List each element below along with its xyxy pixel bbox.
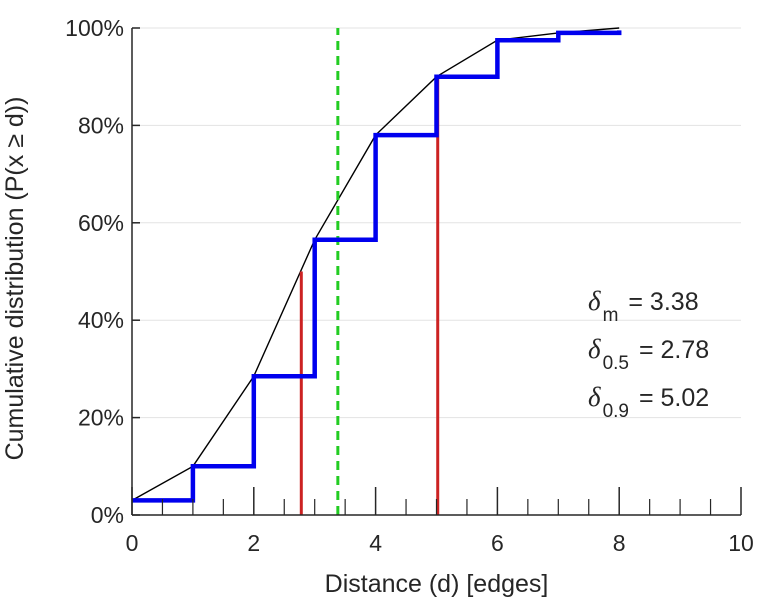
annot-value: = 3.38 bbox=[628, 288, 698, 316]
y-axis-label: Cumulative distribution (P(x ≥ d)) bbox=[1, 97, 29, 461]
y-tick-label: 0% bbox=[91, 502, 124, 528]
x-tick-label: 8 bbox=[613, 530, 626, 556]
annot-value: = 5.02 bbox=[639, 384, 709, 412]
y-tick-label: 80% bbox=[78, 112, 124, 138]
series-interpolated-cdf bbox=[131, 27, 620, 502]
annot-symbol: δ bbox=[588, 382, 601, 412]
statistics-annotations: δ m = 3.38δ 0.5 = 2.78δ 0.9 = 5.02 bbox=[588, 286, 709, 422]
annot-value: = 2.78 bbox=[639, 336, 709, 364]
annot-median: δ 0.5 = 2.78 bbox=[588, 334, 709, 374]
annot-mean: δ m = 3.38 bbox=[588, 286, 699, 326]
series-empirical-cdf-step bbox=[132, 30, 622, 503]
x-tick-label: 4 bbox=[369, 530, 382, 556]
label-layer: 0% 20% 40% 60% 80% 100% 0 2 4 6 8 10 bbox=[65, 15, 754, 556]
x-tick-label: 2 bbox=[247, 530, 260, 556]
y-tick-label: 100% bbox=[65, 15, 124, 41]
annot-p90: δ 0.9 = 5.02 bbox=[588, 382, 709, 422]
annot-subscript: 0.5 bbox=[603, 353, 629, 374]
annot-subscript: m bbox=[603, 305, 619, 326]
x-tick-label: 6 bbox=[491, 530, 504, 556]
x-tick-label: 10 bbox=[728, 530, 754, 556]
annot-symbol: δ bbox=[588, 334, 601, 364]
y-tick-label: 60% bbox=[78, 210, 124, 236]
axis-layer bbox=[131, 27, 742, 516]
y-tick-label: 20% bbox=[78, 405, 124, 431]
annot-symbol: δ bbox=[588, 286, 601, 316]
annot-subscript: 0.9 bbox=[603, 401, 629, 422]
x-tick-label: 0 bbox=[126, 530, 139, 556]
series-layer bbox=[131, 27, 622, 515]
y-tick-label: 40% bbox=[78, 307, 124, 333]
x-axis-label: Distance (d) [edges] bbox=[325, 570, 549, 598]
